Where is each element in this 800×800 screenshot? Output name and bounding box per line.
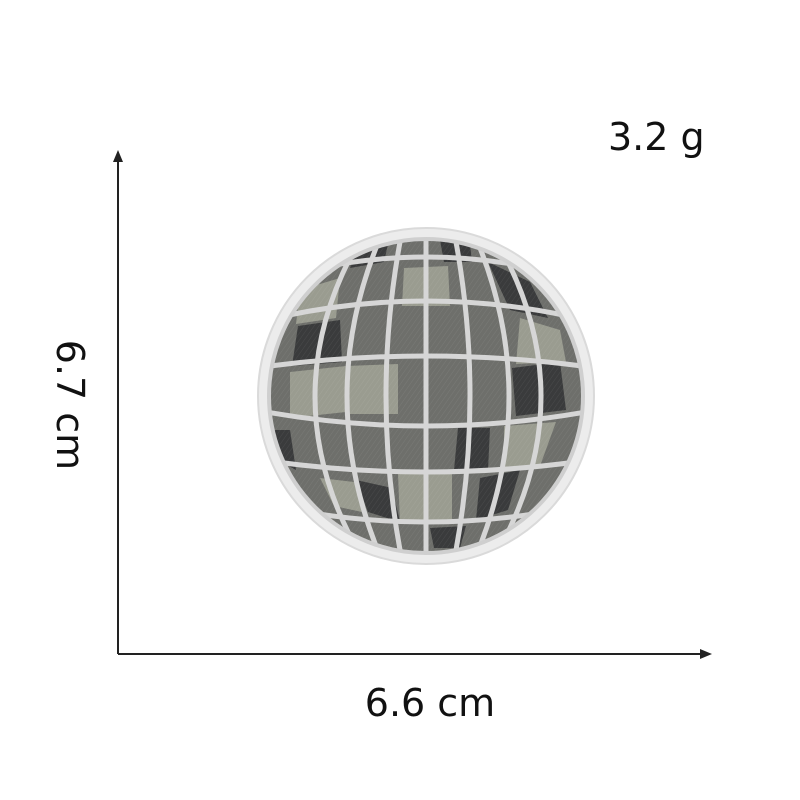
longitude-stitches <box>312 239 544 553</box>
width-label: 6.6 cm <box>364 681 496 725</box>
vertical-axis-arrowhead <box>113 150 123 162</box>
horizontal-axis-arrowhead <box>700 649 712 659</box>
ball-body <box>269 239 583 553</box>
height-label: 6.7 cm <box>48 339 92 471</box>
ball-outline <box>267 237 585 555</box>
weight-label: 3.2 g <box>608 115 705 159</box>
